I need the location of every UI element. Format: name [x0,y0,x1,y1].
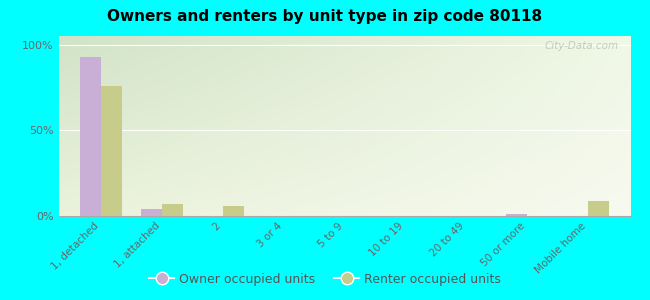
Bar [223,206,244,216]
Text: Owners and renters by unit type in zip code 80118: Owners and renters by unit type in zip c… [107,9,543,24]
Bar [162,204,183,216]
Bar [588,201,609,216]
Bar [140,209,162,216]
Bar [506,214,527,216]
Bar [80,57,101,216]
Legend: Owner occupied units, Renter occupied units: Owner occupied units, Renter occupied un… [144,268,506,291]
Text: City-Data.com: City-Data.com [545,41,619,51]
Bar [101,86,122,216]
